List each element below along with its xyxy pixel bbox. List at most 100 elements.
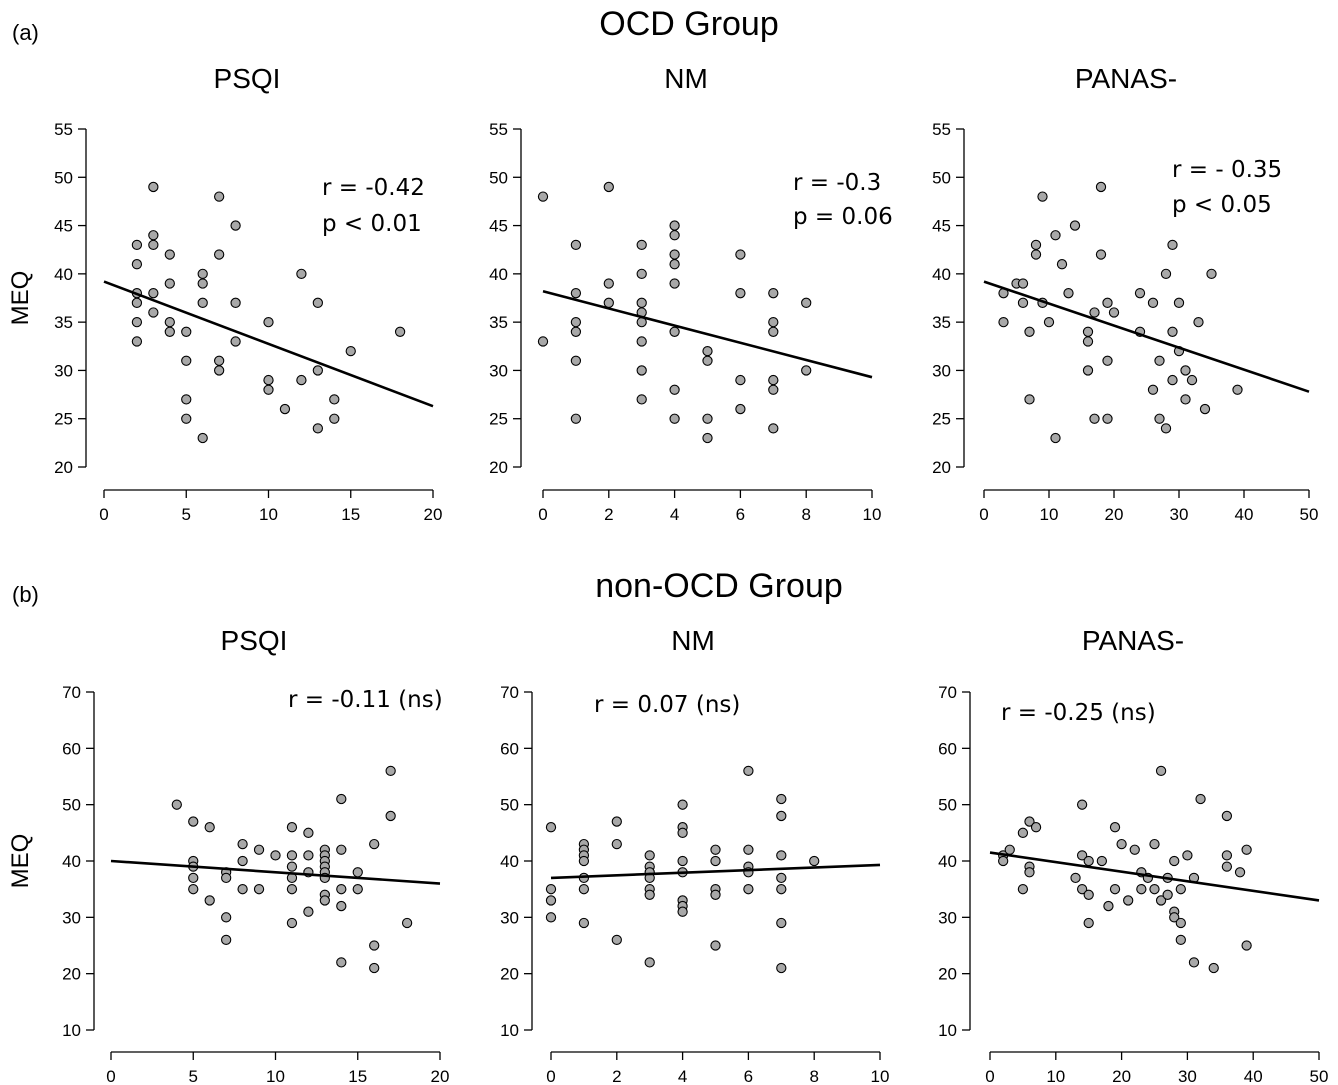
data-point: [537, 191, 549, 202]
y-tick-label: 40: [932, 265, 951, 284]
data-point: [1129, 844, 1140, 855]
data-point: [710, 855, 721, 867]
data-point: [1083, 855, 1094, 867]
data-point: [677, 799, 688, 810]
y-tick-label: 30: [932, 361, 951, 380]
data-point: [578, 917, 590, 929]
y-tick-label: 20: [54, 458, 73, 477]
data-point: [1241, 940, 1252, 951]
data-point: [263, 384, 274, 395]
data-point: [1160, 268, 1172, 280]
y-tick-label: 70: [500, 683, 519, 702]
data-point: [768, 374, 779, 386]
data-point: [369, 962, 380, 974]
data-point: [570, 355, 582, 366]
y-tick-label: 35: [54, 313, 73, 332]
data-point: [1102, 413, 1113, 424]
data-point: [1167, 239, 1178, 251]
y-tick-label: 20: [489, 458, 508, 477]
data-point: [1017, 297, 1029, 308]
data-point: [164, 326, 175, 337]
y-tick-label: 60: [938, 739, 957, 758]
data-point: [1116, 838, 1127, 850]
data-point: [636, 297, 647, 308]
scatter-panel-1: PSQI MEQ 20 25 30 35 40 45 50 55 0 5 10 15 20 r = -0.42…: [7, 63, 442, 524]
data-point: [148, 288, 159, 299]
data-point: [809, 855, 820, 867]
data-point: [677, 855, 688, 867]
data-point: [1186, 374, 1198, 386]
x-tick-label: 0: [985, 1067, 994, 1085]
y-tick-label: 70: [62, 683, 81, 702]
data-point: [1193, 316, 1204, 328]
data-point: [1103, 900, 1114, 912]
y-tick-label: 50: [932, 168, 951, 187]
data-point: [1069, 220, 1081, 231]
group-b-label: (b): [12, 582, 39, 607]
x-tick-label: 0: [546, 1067, 555, 1085]
data-point: [303, 827, 314, 838]
data-point: [148, 230, 159, 241]
data-point: [710, 889, 721, 900]
data-point: [279, 403, 291, 415]
x-tick-label: 20: [1112, 1067, 1131, 1085]
regression-line: [550, 863, 881, 880]
data-point: [394, 326, 406, 337]
data-point: [181, 326, 192, 337]
data-point: [1241, 844, 1252, 855]
x-tick-label: 2: [612, 1067, 621, 1085]
data-point: [644, 957, 655, 968]
data-point: [1083, 889, 1094, 900]
data-point: [230, 220, 241, 231]
x-tick-label: 30: [1178, 1067, 1197, 1085]
data-point: [1175, 884, 1186, 895]
data-point: [1017, 278, 1029, 289]
x-tick-label: 10: [1040, 505, 1059, 524]
y-tick-label: 40: [62, 852, 81, 871]
data-point: [1221, 810, 1233, 822]
data-point: [1109, 822, 1121, 833]
regression-line: [103, 280, 434, 408]
data-point: [1195, 793, 1206, 805]
data-point: [197, 268, 208, 280]
data-point: [702, 413, 713, 424]
data-point: [312, 423, 323, 434]
data-point: [677, 906, 688, 917]
data-point: [188, 884, 199, 895]
x-tick-label: 50: [1310, 1067, 1329, 1085]
y-tick-label: 35: [932, 313, 951, 332]
x-tick-label: 40: [1244, 1067, 1263, 1085]
data-point: [570, 288, 582, 299]
data-point: [1017, 884, 1029, 895]
data-point: [1167, 374, 1178, 386]
data-point: [303, 850, 314, 861]
y-tick-label: 30: [62, 908, 81, 927]
data-point: [776, 810, 787, 822]
data-point: [1149, 884, 1160, 895]
regression-line: [110, 859, 441, 885]
data-point: [385, 765, 396, 777]
y-tick-label: 10: [500, 1021, 519, 1040]
data-point: [286, 850, 298, 861]
data-point: [220, 912, 232, 923]
non-ocd-group-title: non-OCD Group: [595, 567, 843, 605]
data-point: [131, 259, 143, 270]
y-tick-label: 40: [500, 852, 519, 871]
data-point: [1232, 384, 1243, 395]
panel-title: NM: [671, 625, 715, 656]
data-point: [1182, 850, 1193, 861]
data-point: [253, 884, 265, 895]
data-point: [263, 316, 274, 328]
data-point: [286, 822, 298, 833]
y-tick-label: 10: [938, 1021, 957, 1040]
data-point: [131, 239, 143, 251]
y-tick-label: 35: [489, 313, 508, 332]
y-tick-label: 45: [489, 217, 508, 236]
y-tick-label: 20: [932, 458, 951, 477]
data-point: [312, 297, 323, 308]
data-point: [1089, 413, 1100, 424]
data-point: [570, 413, 582, 424]
data-point: [1102, 297, 1113, 308]
data-point: [204, 895, 215, 906]
